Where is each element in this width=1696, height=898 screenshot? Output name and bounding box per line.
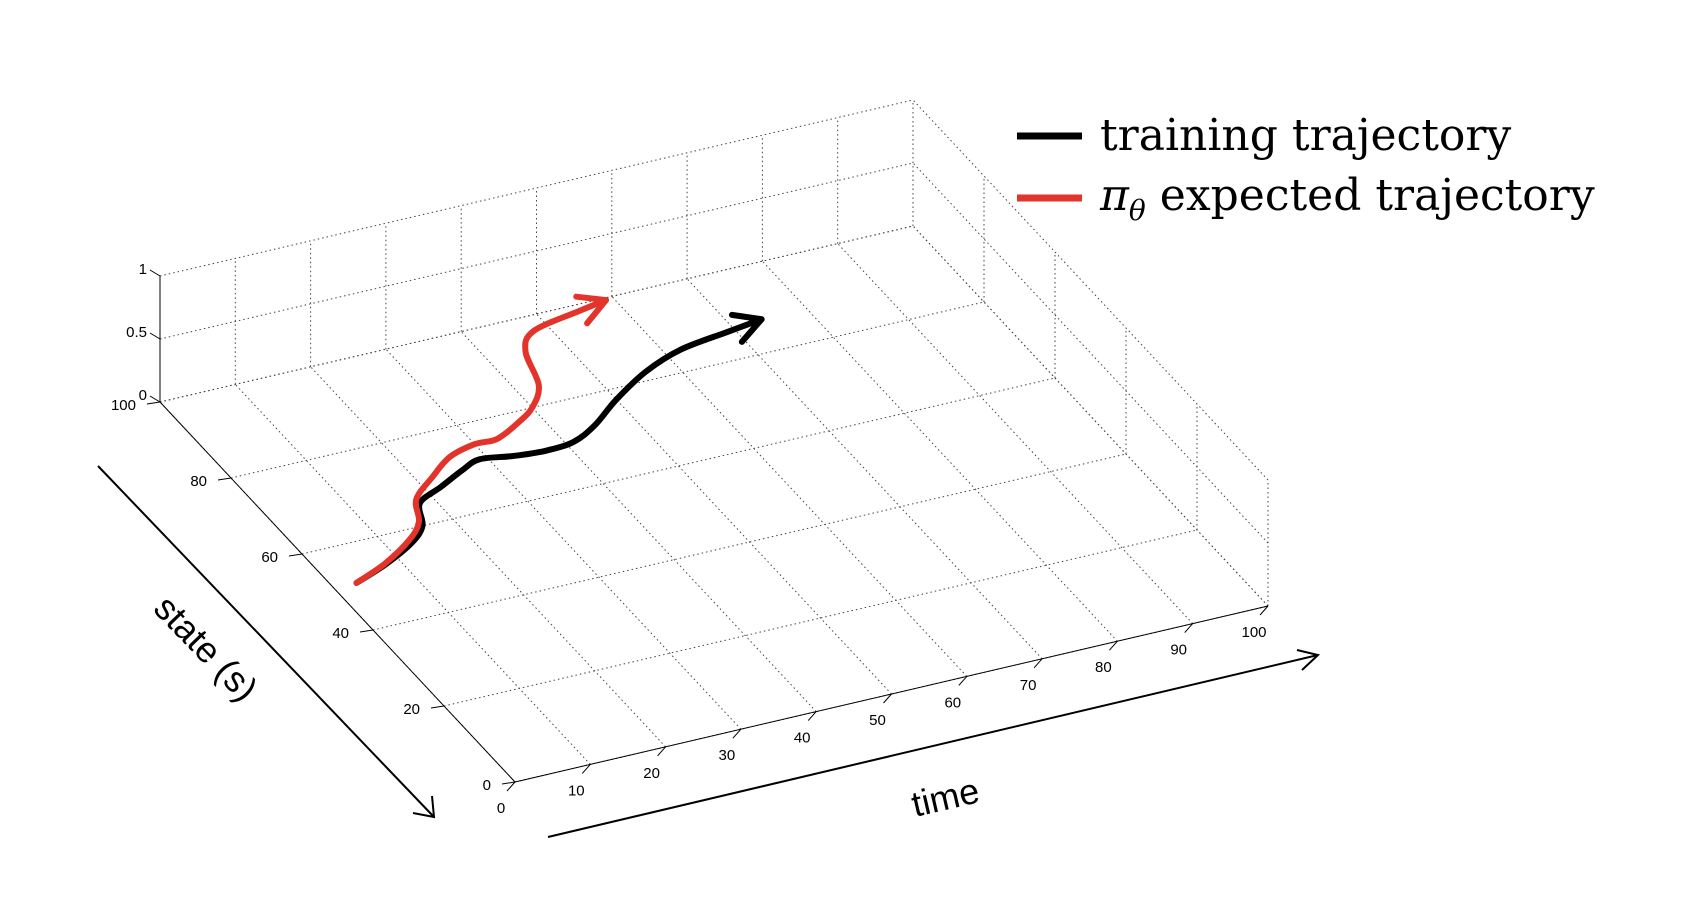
time-axis-title-group: time xyxy=(547,649,1321,838)
series-arrowhead-expected-trajectory xyxy=(573,293,610,327)
time-tick-label: 20 xyxy=(643,765,660,782)
time-tick-label: 40 xyxy=(794,730,811,747)
time-tick-label: 70 xyxy=(1020,677,1037,694)
legend-label-training: training trajectory xyxy=(1100,110,1511,161)
floor-grid-time-line xyxy=(762,260,1118,642)
legend-theta-subscript: θ xyxy=(1129,194,1146,227)
series-arrowhead-training-trajectory xyxy=(728,311,765,345)
state-axis-arrow xyxy=(97,465,435,818)
time-tick-label: 50 xyxy=(869,712,886,729)
state-tick-label: 40 xyxy=(332,625,349,642)
time-tick-label: 30 xyxy=(719,747,736,764)
side-wall-grid-horizontal xyxy=(912,162,1269,544)
time-tick-label: 100 xyxy=(1241,624,1266,641)
back-wall-grid-horizontal xyxy=(159,99,914,277)
time-tick-mark xyxy=(732,728,742,739)
state-tick-label: 100 xyxy=(111,397,136,414)
side-wall-grid-horizontal xyxy=(912,225,1269,607)
time-tick-mark xyxy=(807,711,817,721)
state-tick-mark xyxy=(146,401,161,405)
legend-label-expected: πθ expected trajectory xyxy=(1099,170,1595,227)
state-tick-label: 80 xyxy=(190,473,207,490)
state-axis-label: state (s) xyxy=(146,587,266,709)
side-wall-grid-horizontal xyxy=(912,99,1269,481)
z-tick-label: 0 xyxy=(139,387,147,404)
state-tick-mark xyxy=(430,705,445,709)
state-tick-label: 20 xyxy=(403,701,420,718)
floor-grid-time-line xyxy=(686,278,1043,660)
time-axis-label: time xyxy=(908,770,983,825)
floor-grid-state-line xyxy=(301,377,1056,555)
axes-grid xyxy=(159,99,1269,783)
floor-grid-time-line xyxy=(536,313,892,695)
back-wall-grid-horizontal xyxy=(159,225,914,403)
state-tick-mark xyxy=(288,553,303,557)
trajectory-series xyxy=(353,293,765,586)
series-line-expected-trajectory xyxy=(353,297,609,586)
legend-expected-text: expected trajectory xyxy=(1160,170,1595,221)
time-axis-arrowhead xyxy=(1296,649,1321,671)
z-tick-label: 1 xyxy=(139,261,147,278)
floor-grid-time-line xyxy=(837,243,1194,624)
state-axis-arrowhead xyxy=(412,795,436,819)
state-tick-mark xyxy=(217,477,232,481)
floor-grid-time-line xyxy=(310,366,666,748)
time-tick-label: 0 xyxy=(497,800,505,817)
z-tick-mark xyxy=(149,269,161,277)
time-tick-mark xyxy=(1033,658,1043,669)
time-tick-mark xyxy=(883,693,892,704)
time-tick-mark xyxy=(1184,623,1194,633)
time-tick-label: 90 xyxy=(1170,642,1187,659)
z-tick-mark xyxy=(149,395,161,403)
back-wall-grid-horizontal xyxy=(159,162,914,340)
state-axis-line xyxy=(159,401,516,783)
time-tick-mark xyxy=(657,746,666,757)
time-tick-mark xyxy=(1259,605,1269,616)
state-tick-label: 60 xyxy=(261,549,278,566)
time-tick-label: 60 xyxy=(944,694,961,711)
floor-grid-state-line xyxy=(372,453,1127,631)
time-tick-label: 10 xyxy=(568,782,585,799)
time-tick-label: 80 xyxy=(1095,659,1112,676)
time-tick-mark xyxy=(958,676,968,686)
legend-pi-symbol: π xyxy=(1099,170,1130,221)
floor-grid-state-line xyxy=(230,301,985,479)
state-tick-label: 0 xyxy=(483,777,491,794)
floor-grid-state-line xyxy=(443,529,1198,707)
time-axis-arrow xyxy=(547,654,1319,838)
time-tick-mark xyxy=(581,764,591,774)
legend: training trajectory πθ expected trajector… xyxy=(1017,110,1595,227)
time-tick-mark xyxy=(506,781,516,792)
floor-grid-time-line xyxy=(460,331,817,712)
time-tick-mark xyxy=(1109,640,1118,651)
z-tick-label: 0.5 xyxy=(126,324,147,341)
floor-grid-time-line xyxy=(611,296,968,677)
state-tick-mark xyxy=(501,781,516,785)
state-tick-mark xyxy=(359,629,374,633)
series-line-training-trajectory xyxy=(353,316,765,586)
floor-grid-time-line xyxy=(385,348,742,730)
z-tick-mark xyxy=(149,332,161,340)
floor-grid-time-line xyxy=(234,384,591,765)
